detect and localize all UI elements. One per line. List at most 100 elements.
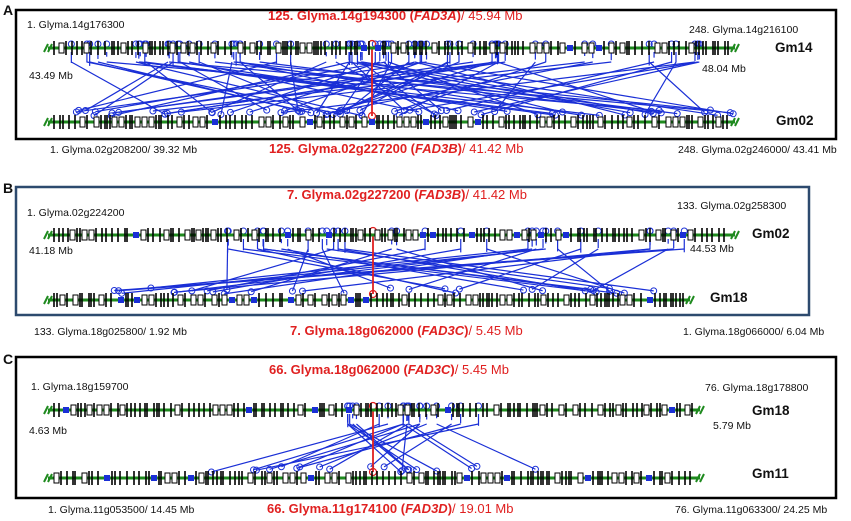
panel-b-gm02-gene-box — [670, 229, 677, 241]
panel-b-gm18-gene-block — [134, 297, 140, 303]
panel-c-gm18-gene-box — [558, 404, 565, 416]
panel-c-gm11-gene-block — [646, 475, 652, 481]
panel-b-gm02-gene-box — [88, 229, 95, 241]
panel-a-link-bottom-dot — [406, 106, 414, 114]
panel-a-gm14-gene-block — [375, 45, 381, 51]
panel-a-gm02-end-mark — [730, 117, 740, 127]
panel-c-gm11-gene-box — [331, 472, 338, 484]
panel-b-gm18-gene-box — [243, 294, 250, 306]
panel-a-link — [341, 61, 376, 111]
panel-b-link-bottom-dot — [650, 287, 658, 295]
panel-b-gm18-gene-block — [118, 297, 124, 303]
panel-c-gm11-end-mark — [695, 473, 705, 483]
panel-a-gm02-gene-box — [539, 116, 546, 128]
panel-c-gm18-gene-box — [597, 404, 604, 416]
panel-c-gm18-gene-box — [96, 404, 103, 416]
panel-c-gm11-gene-block — [188, 475, 194, 481]
panel-a-gm02-gene-box — [299, 116, 306, 128]
panel-a-gm02-gene-box — [396, 116, 403, 128]
panel-a-top-title: 125. Glyma.14g194300 (FAD3A)/ 45.94 Mb — [268, 8, 523, 23]
panel-c-top-right-mb: 5.79 Mb — [713, 420, 751, 432]
panel-a-gm02-gene-box — [316, 116, 323, 128]
panel-b-gm18-gene-box — [499, 294, 506, 306]
panel-c-gm11-gene-box — [418, 472, 425, 484]
panel-a-gm02-gene-box — [339, 116, 346, 128]
panel-a-link-bottom-dot — [75, 106, 83, 114]
panel-c-gm18-gene-box — [404, 404, 411, 416]
panel-b-gm18-gene-box — [307, 294, 314, 306]
panel-c-gm18-gene-box — [86, 404, 93, 416]
panel-a-gm02-gene-box — [651, 116, 658, 128]
panel-c-link — [299, 423, 404, 468]
panel-a-link — [446, 61, 655, 112]
panel-a-gm14-gene-box — [529, 42, 536, 54]
panel-a-gm14-gene-box — [559, 42, 566, 54]
panel-c-link-bottom-dot — [531, 465, 539, 473]
panel-b-gm02-gene-block — [563, 232, 569, 238]
panel-c-link — [370, 423, 421, 468]
panel-c-top-left-gene: 1. Glyma.18g159700 — [31, 381, 129, 393]
panel-a-gm02-start-mark — [43, 117, 53, 127]
panel-c-gm11-gene-box — [300, 472, 307, 484]
panel-a-gm14-gene-box — [83, 42, 90, 54]
panel-b-gm02-gene-box — [184, 229, 191, 241]
panel-a-link-bottom-dot — [437, 107, 445, 115]
panel-a-top-left-gene: 1. Glyma.14g176300 — [27, 19, 125, 31]
panel-a-link-bottom-dot — [558, 108, 566, 116]
panel-b-gm18-gene-box — [236, 294, 243, 306]
panel-c-gm18-gene-box — [615, 404, 622, 416]
panel-b-gm02-gene-box — [140, 229, 147, 241]
panel-a-gm02-gene-box — [467, 116, 474, 128]
panel-a-link-bottom-dot — [81, 106, 89, 114]
panel-a-gm14-gene-box — [588, 42, 595, 54]
panel-c-gm11-gene-box — [171, 472, 178, 484]
panel-a-gm02-gene-block — [369, 119, 375, 125]
panel-b-gm02-gene-box — [521, 229, 528, 241]
panel-a-link-bottom-dot — [470, 108, 478, 116]
panel-c-gm11-gene-box — [164, 472, 171, 484]
panel-b-link — [459, 248, 581, 290]
panel-b-link — [344, 248, 654, 292]
panel-b-gm18-gene-box — [401, 294, 408, 306]
panel-b-link-bottom-dot — [247, 288, 255, 296]
panel-a-gm14-start-mark — [43, 43, 53, 53]
panel-b-gm02-gene-box — [655, 229, 662, 241]
panel-b-gm18-gene-box — [141, 294, 148, 306]
panel-a-gm14-gene-box — [180, 42, 187, 54]
panel-a-gm14-gene-box — [400, 42, 407, 54]
panel-b-gm18-gene-box — [190, 294, 197, 306]
panel-b-link — [486, 248, 625, 294]
panel-a-link-bottom-dot — [454, 107, 462, 115]
panel-b-link-bottom-dot — [118, 289, 126, 297]
panel-b-link-bottom-dot — [110, 287, 118, 295]
panel-b-gm18-gene-box — [340, 294, 347, 306]
panel-c-gm18-gene-box — [430, 404, 437, 416]
panel-b-gm18-gene-block — [348, 297, 354, 303]
panel-c-gm11-gene-box — [289, 472, 296, 484]
panel-c-bottom-left-gene: 1. Glyma.11g053500/ 14.45 Mb — [48, 504, 195, 516]
panel-b-gm18-start-mark — [43, 295, 53, 305]
panel-a-gm02-gene-box — [118, 116, 125, 128]
panel-c-gm18-gene-box — [70, 404, 77, 416]
chromosome-layer — [43, 41, 740, 485]
panel-b-top-chromosome: Gm02 — [752, 226, 790, 241]
panel-a-link — [239, 61, 301, 113]
panel-a-gm14-gene-box — [688, 42, 695, 54]
panel-b-top-left-mb: 41.18 Mb — [29, 245, 73, 257]
panel-c-link-bottom-dot — [316, 463, 324, 471]
panel-b-gm02-gene-box — [530, 229, 537, 241]
panel-a-link — [93, 61, 174, 117]
panel-a-gm02-gene-box — [665, 116, 672, 128]
panel-b-gm02-gene-block — [538, 232, 544, 238]
panel-a-link — [497, 61, 652, 112]
panel-c-gm11-gene-block — [151, 475, 157, 481]
panel-a-link-bottom-dot — [391, 107, 399, 115]
panel-b-gm18-gene-box — [59, 294, 66, 306]
panel-a-gm14-gene-block — [361, 45, 367, 51]
panel-b-gm18-end-mark — [685, 295, 695, 305]
panel-c-gm11-gene-box — [480, 472, 487, 484]
panel-b-gm02-start-mark — [43, 230, 53, 240]
panel-c-gm11-gene-box — [81, 472, 88, 484]
panel-b-gm18-gene-box — [295, 294, 302, 306]
panel-a-link — [414, 61, 626, 116]
